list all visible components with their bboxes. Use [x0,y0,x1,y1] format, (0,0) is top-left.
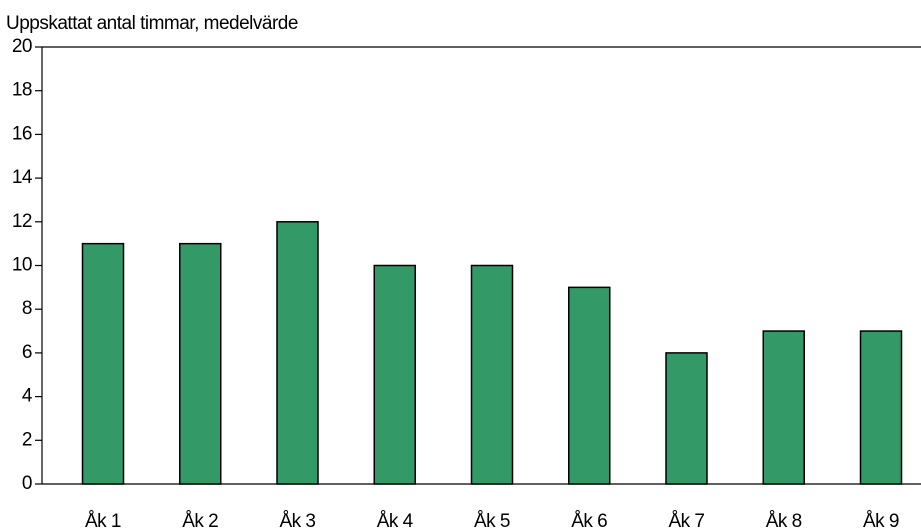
y-tick-label: 18 [12,80,32,101]
x-tick-label: Åk 5 [474,511,510,531]
y-tick-label: 2 [22,429,32,450]
y-tick-label: 10 [12,255,32,276]
x-tick-label: Åk 6 [571,511,607,531]
y-tick-label: 12 [12,211,32,232]
x-tick-label: Åk 7 [668,511,704,531]
bar [276,221,319,485]
bar [81,242,125,485]
bar [762,330,805,485]
x-tick-label: Åk 1 [85,511,121,531]
bar [568,286,611,485]
x-tick-label: Åk 4 [377,511,414,531]
y-tick-label: 20 [12,36,32,57]
y-tick-label: 4 [22,386,33,407]
x-tick-label: Åk 3 [279,511,315,531]
chart-title: Uppskattat antal timmar, medelvärde [6,13,298,34]
x-tick-label: Åk 2 [182,511,218,531]
y-tick-label: 6 [22,342,32,363]
x-tick-label: Åk 8 [766,511,802,531]
x-tick-label: Åk 9 [863,511,899,531]
bar [373,264,416,485]
y-tick-label: 14 [12,167,33,188]
bar [859,330,903,485]
bar [179,242,222,485]
y-tick-label: 8 [22,298,32,319]
y-tick-label: 0 [22,473,32,494]
bar [470,264,514,485]
bar [665,352,708,485]
y-tick-label: 16 [12,123,32,144]
